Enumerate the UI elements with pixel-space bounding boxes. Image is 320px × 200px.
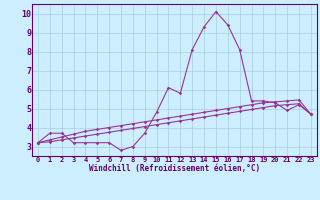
X-axis label: Windchill (Refroidissement éolien,°C): Windchill (Refroidissement éolien,°C) <box>89 164 260 173</box>
